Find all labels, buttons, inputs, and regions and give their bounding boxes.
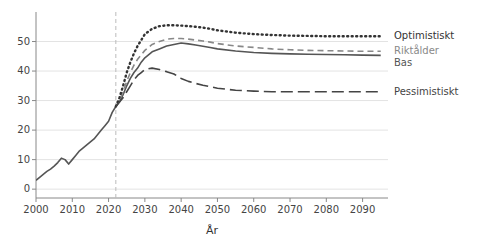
series-label: Pessimistiskt bbox=[394, 86, 458, 97]
y-tick bbox=[32, 189, 36, 190]
plot-area bbox=[36, 12, 381, 198]
y-tick bbox=[32, 130, 36, 131]
y-tick-label: 20 bbox=[17, 124, 30, 135]
x-tick-label: 2020 bbox=[96, 204, 121, 215]
x-tick-label: 2060 bbox=[241, 204, 266, 215]
x-tick-label: 2050 bbox=[205, 204, 230, 215]
x-tick-label: 2090 bbox=[350, 204, 375, 215]
chart-container: 0102030405020002010202020302040205020602… bbox=[0, 0, 480, 240]
grid-line bbox=[36, 71, 388, 72]
y-tick bbox=[32, 100, 36, 101]
chart-svg: 0102030405020002010202020302040205020602… bbox=[0, 0, 480, 240]
x-tick bbox=[144, 198, 145, 202]
x-tick-label: 2030 bbox=[132, 204, 157, 215]
y-tick-label: 10 bbox=[17, 154, 30, 165]
x-tick-label: 2070 bbox=[277, 204, 302, 215]
x-axis-label: År bbox=[206, 224, 219, 237]
y-tick-label: 40 bbox=[17, 65, 30, 76]
y-tick bbox=[32, 159, 36, 160]
x-tick bbox=[36, 198, 37, 202]
x-tick bbox=[362, 198, 363, 202]
x-axis-line bbox=[36, 198, 388, 199]
grid-line bbox=[36, 130, 388, 131]
y-tick-label: 50 bbox=[17, 36, 30, 47]
series-label: Riktålder bbox=[394, 44, 440, 56]
grid-line bbox=[36, 189, 388, 190]
series-line bbox=[116, 39, 381, 107]
grid-line bbox=[36, 159, 388, 160]
series-line bbox=[116, 25, 381, 106]
x-tick bbox=[326, 198, 327, 202]
x-tick bbox=[253, 198, 254, 202]
series-line bbox=[36, 43, 381, 180]
x-tick bbox=[108, 198, 109, 202]
y-tick bbox=[32, 71, 36, 72]
x-tick-label: 2000 bbox=[23, 204, 48, 215]
series-line bbox=[116, 68, 381, 106]
x-tick-label: 2010 bbox=[60, 204, 85, 215]
series-label: Bas bbox=[394, 57, 412, 68]
x-tick-label: 2040 bbox=[168, 204, 193, 215]
grid-line bbox=[36, 100, 388, 101]
y-tick-label: 0 bbox=[24, 183, 30, 194]
x-tick bbox=[72, 198, 73, 202]
x-tick bbox=[217, 198, 218, 202]
x-tick-label: 2080 bbox=[314, 204, 339, 215]
y-tick bbox=[32, 41, 36, 42]
x-tick bbox=[181, 198, 182, 202]
grid bbox=[36, 42, 388, 190]
y-tick-label: 30 bbox=[17, 95, 30, 106]
x-tick bbox=[290, 198, 291, 202]
series-label: Optimistiskt bbox=[394, 30, 454, 41]
y-axis-line bbox=[36, 12, 37, 198]
